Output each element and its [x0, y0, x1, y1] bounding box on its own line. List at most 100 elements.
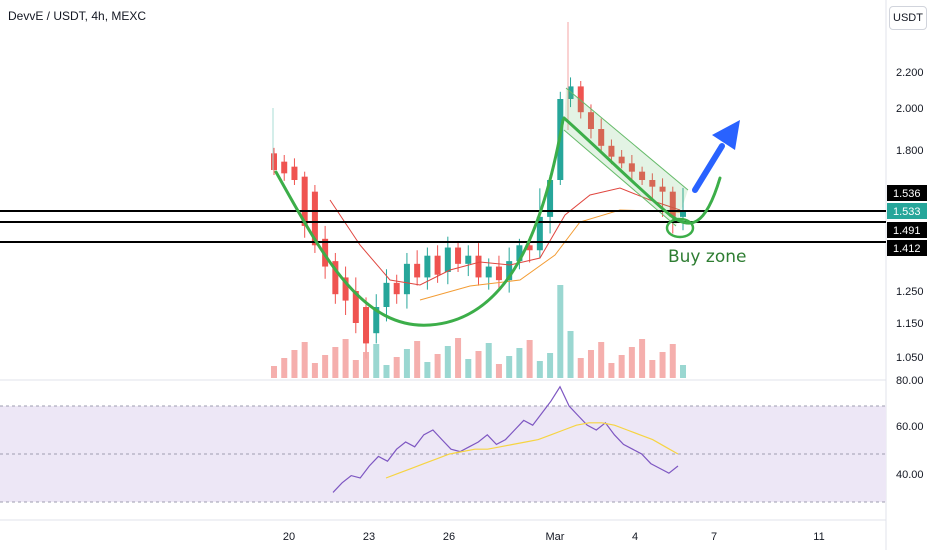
candle-body [628, 163, 635, 172]
volume-bar [352, 360, 359, 378]
volume-bar [567, 331, 574, 378]
candle-body [291, 166, 298, 180]
price-label-box [887, 185, 927, 201]
candle-body [424, 255, 431, 278]
candle-body [577, 86, 584, 113]
candle-body [485, 266, 492, 278]
volume-bar [455, 338, 462, 378]
candle-body [608, 145, 615, 157]
channel-upper-line [565, 87, 689, 191]
volume-bar [669, 344, 676, 378]
handle-curve [562, 116, 722, 225]
candle-body [363, 307, 370, 344]
candle-body [301, 176, 308, 226]
candle-body [516, 245, 523, 262]
candle-body [506, 261, 513, 281]
volume-bar [393, 357, 400, 378]
volume-bar [547, 353, 554, 378]
candle-body [680, 211, 686, 217]
candle-body [659, 186, 666, 192]
candle-body [536, 216, 543, 251]
volume-bar [628, 347, 635, 378]
candle-body [342, 277, 349, 301]
candle-body [403, 263, 410, 295]
volume-bar [291, 350, 298, 378]
candle-body [567, 86, 574, 99]
volume-bar [485, 343, 492, 378]
volume-bar [659, 352, 666, 378]
candle-body [475, 255, 482, 278]
rsi-tick-label: 60.00 [896, 421, 924, 433]
time-tick-label: 26 [443, 531, 455, 543]
candle-body [639, 171, 646, 180]
price-tick-label: 2.000 [896, 103, 924, 115]
volume-bar [598, 342, 605, 378]
currency-label[interactable]: USDT [889, 6, 927, 30]
candle-body [383, 282, 390, 307]
volume-bar [332, 347, 339, 378]
price-tick-label: 2.200 [896, 67, 924, 79]
price-tick-label: 1.150 [896, 318, 924, 330]
volume-bar [649, 360, 656, 378]
volume-bar [301, 342, 308, 378]
volume-bar [363, 352, 370, 378]
volume-bar [506, 356, 513, 378]
volume-bar [557, 285, 564, 378]
volume-bar [608, 363, 615, 378]
candle-body [352, 291, 359, 323]
candle-body [271, 153, 277, 170]
candle-body [434, 255, 441, 275]
volume-bar [383, 365, 390, 378]
volume-bar [271, 366, 277, 378]
volume-bar [495, 364, 502, 378]
time-tick-label: 23 [363, 531, 375, 543]
volume-bar [577, 358, 584, 378]
price-label-text: 1.412 [893, 243, 921, 255]
time-tick-label: 20 [283, 531, 295, 543]
volume-bar [639, 339, 646, 378]
volume-bar [424, 362, 431, 378]
candle-body [649, 180, 656, 187]
time-tick-label: Mar [546, 531, 565, 543]
price-label-text: 1.536 [893, 188, 921, 200]
buy-zone-circle [665, 217, 695, 239]
time-tick-label: 7 [711, 531, 717, 543]
volume-bar [618, 355, 625, 378]
price-tick-label: 1.250 [896, 286, 924, 298]
candle-body [547, 180, 554, 217]
volume-bar [475, 351, 482, 378]
volume-bar [311, 363, 318, 378]
chart-title: DevvE / USDT, 4h, MEXC [8, 9, 147, 23]
candle-body [455, 247, 462, 264]
price-label-text: 1.491 [893, 225, 921, 237]
volume-bar [680, 365, 686, 378]
price-label-text: 1.533 [893, 206, 921, 218]
buy-zone-label: Buy zone [668, 247, 746, 267]
candle-body [393, 282, 400, 295]
projection-arrow-shaft [692, 143, 725, 193]
volume-bar [465, 359, 472, 378]
volume-bar [414, 341, 421, 378]
rsi-signal-line [385, 422, 679, 479]
candle-body [526, 245, 533, 251]
projection-arrow-head [712, 120, 740, 150]
volume-bar [281, 358, 288, 378]
volume-bar [526, 340, 533, 378]
candle-body [465, 255, 472, 264]
price-tick-label: 1.800 [896, 145, 924, 157]
candle-body [373, 307, 380, 334]
volume-bar [322, 355, 329, 378]
rsi-tick-label: 40.00 [896, 469, 924, 481]
candle-body [444, 247, 451, 272]
candle-body [495, 266, 502, 281]
moving-average-short [329, 187, 681, 286]
price-tick-label: 1.050 [896, 352, 924, 364]
candle-body [669, 191, 676, 217]
volume-bar [516, 348, 523, 378]
cup-curve [274, 118, 565, 327]
rsi-tick-label: 80.00 [896, 375, 924, 387]
price-label-box [887, 240, 927, 256]
volume-bar [373, 344, 380, 378]
